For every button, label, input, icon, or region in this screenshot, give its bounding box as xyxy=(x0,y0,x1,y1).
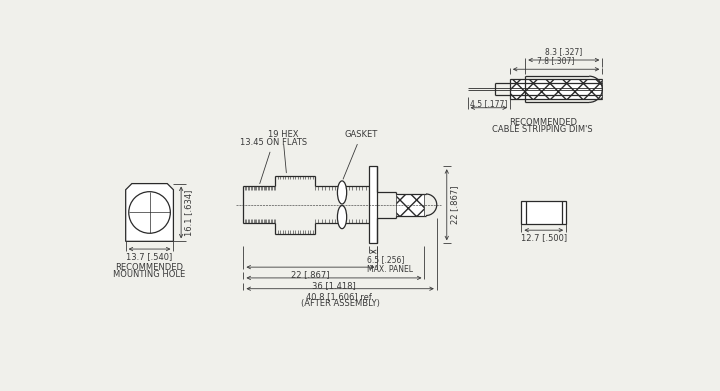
Text: 40.8 [1.606] ref.: 40.8 [1.606] ref. xyxy=(306,292,374,301)
Bar xyxy=(521,201,566,224)
Text: RECOMMENDED: RECOMMENDED xyxy=(115,263,184,272)
Bar xyxy=(510,79,603,99)
Bar xyxy=(369,166,377,243)
Bar xyxy=(396,194,425,215)
Text: 16.1 [.634]: 16.1 [.634] xyxy=(184,189,193,236)
Text: 13.7 [.540]: 13.7 [.540] xyxy=(127,252,173,261)
Text: MOUNTING HOLE: MOUNTING HOLE xyxy=(114,270,186,279)
Text: 7.8 [.307]: 7.8 [.307] xyxy=(537,56,575,65)
Text: 13.45 ON FLATS: 13.45 ON FLATS xyxy=(240,138,307,184)
Text: RECOMMENDED: RECOMMENDED xyxy=(508,118,577,127)
Text: (AFTER ASSEMBLY): (AFTER ASSEMBLY) xyxy=(301,299,379,308)
Ellipse shape xyxy=(338,206,346,229)
Ellipse shape xyxy=(338,181,346,204)
Polygon shape xyxy=(126,184,174,241)
Text: 22 [.867]: 22 [.867] xyxy=(291,270,330,279)
Text: 12.7 [.500]: 12.7 [.500] xyxy=(521,233,567,242)
Text: 22 [.867]: 22 [.867] xyxy=(450,185,459,224)
Text: GASKET: GASKET xyxy=(343,130,378,179)
Text: 36 [1.418]: 36 [1.418] xyxy=(312,281,356,290)
Text: 8.3 [.327]: 8.3 [.327] xyxy=(545,47,582,56)
Text: CABLE STRIPPING DIM'S: CABLE STRIPPING DIM'S xyxy=(492,125,593,134)
Text: 19 HEX: 19 HEX xyxy=(268,130,298,173)
Text: 4.5 [.177]: 4.5 [.177] xyxy=(470,99,508,108)
Text: 6.5 [.256]
MAX. PANEL: 6.5 [.256] MAX. PANEL xyxy=(367,255,413,274)
